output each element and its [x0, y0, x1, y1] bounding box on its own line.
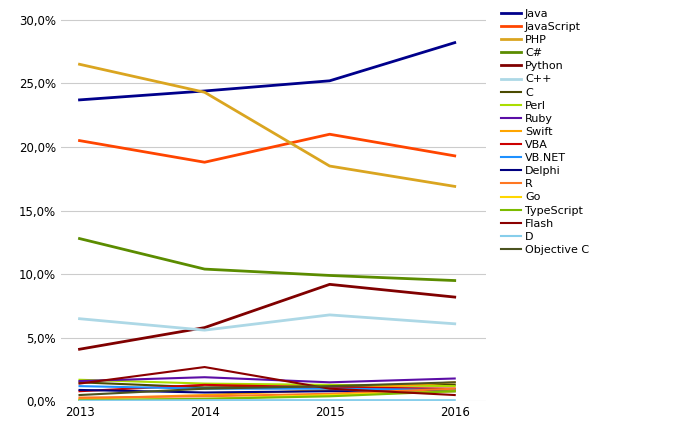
VBA	[200, 382, 209, 388]
Line: PHP: PHP	[80, 64, 455, 186]
C	[325, 384, 333, 389]
JavaScript	[76, 138, 84, 143]
Flash	[325, 386, 333, 391]
Objective C	[200, 386, 209, 391]
Line: Java: Java	[80, 43, 455, 100]
JavaScript	[200, 160, 209, 165]
PHP	[325, 163, 333, 169]
C#	[451, 278, 459, 283]
Line: Objective C: Objective C	[80, 382, 455, 395]
TypeScript	[76, 397, 84, 403]
Flash	[451, 392, 459, 398]
Go	[325, 392, 333, 398]
Line: Go: Go	[80, 391, 455, 400]
Delphi	[451, 388, 459, 394]
C#	[325, 273, 333, 278]
Go	[200, 396, 209, 401]
C++	[325, 312, 333, 318]
Line: VB.NET: VB.NET	[80, 386, 455, 390]
VBA	[76, 388, 84, 394]
Java	[325, 78, 333, 83]
Python	[451, 294, 459, 300]
Python	[325, 282, 333, 287]
Line: R: R	[80, 388, 455, 397]
C++	[76, 316, 84, 322]
VB.NET	[451, 387, 459, 392]
Line: VBA: VBA	[80, 385, 455, 391]
Perl	[200, 381, 209, 386]
R	[200, 394, 209, 399]
Perl	[451, 384, 459, 389]
Go	[76, 397, 84, 403]
C	[451, 382, 459, 388]
Flash	[76, 381, 84, 386]
C	[200, 385, 209, 390]
Objective C	[325, 384, 333, 389]
Swift	[200, 392, 209, 398]
VB.NET	[200, 386, 209, 391]
Delphi	[76, 387, 84, 392]
C#	[200, 266, 209, 272]
PHP	[451, 184, 459, 189]
Swift	[451, 380, 459, 385]
C#	[76, 236, 84, 241]
Legend: Java, JavaScript, PHP, C#, Python, C++, C, Perl, Ruby, Swift, VBA, VB.NET, Delph: Java, JavaScript, PHP, C#, Python, C++, …	[496, 4, 593, 259]
Line: JavaScript: JavaScript	[80, 134, 455, 162]
JavaScript	[451, 153, 459, 158]
C++	[200, 327, 209, 333]
TypeScript	[451, 388, 459, 394]
Ruby	[325, 380, 333, 385]
R	[76, 395, 84, 400]
VBA	[451, 386, 459, 391]
Line: Perl: Perl	[80, 380, 455, 386]
PHP	[200, 90, 209, 95]
JavaScript	[325, 132, 333, 137]
Line: D: D	[80, 400, 455, 401]
Java	[451, 40, 459, 45]
Line: Python: Python	[80, 285, 455, 349]
R	[451, 386, 459, 391]
Python	[200, 325, 209, 330]
D	[76, 398, 84, 404]
Java	[200, 88, 209, 94]
Delphi	[325, 388, 333, 394]
VB.NET	[76, 384, 84, 389]
Line: C#: C#	[80, 239, 455, 281]
Line: Delphi: Delphi	[80, 390, 455, 392]
Swift	[76, 396, 84, 401]
Ruby	[76, 378, 84, 384]
Perl	[76, 377, 84, 383]
R	[325, 391, 333, 396]
Objective C	[76, 392, 84, 398]
Python	[76, 347, 84, 352]
C	[76, 380, 84, 385]
VBA	[325, 385, 333, 390]
Line: C++: C++	[80, 315, 455, 330]
Line: C: C	[80, 382, 455, 388]
D	[325, 397, 333, 403]
C++	[451, 321, 459, 326]
Delphi	[200, 390, 209, 395]
TypeScript	[200, 396, 209, 401]
VB.NET	[325, 386, 333, 391]
Go	[451, 388, 459, 394]
Perl	[325, 382, 333, 388]
TypeScript	[325, 394, 333, 399]
D	[200, 397, 209, 403]
D	[451, 397, 459, 403]
Ruby	[200, 375, 209, 380]
PHP	[76, 62, 84, 67]
Line: Ruby: Ruby	[80, 377, 455, 382]
Ruby	[451, 376, 459, 381]
Line: Flash: Flash	[80, 367, 455, 395]
Line: Swift: Swift	[80, 382, 455, 399]
Flash	[200, 364, 209, 370]
Objective C	[451, 380, 459, 385]
Swift	[325, 387, 333, 392]
Java	[76, 97, 84, 103]
Line: TypeScript: TypeScript	[80, 391, 455, 400]
